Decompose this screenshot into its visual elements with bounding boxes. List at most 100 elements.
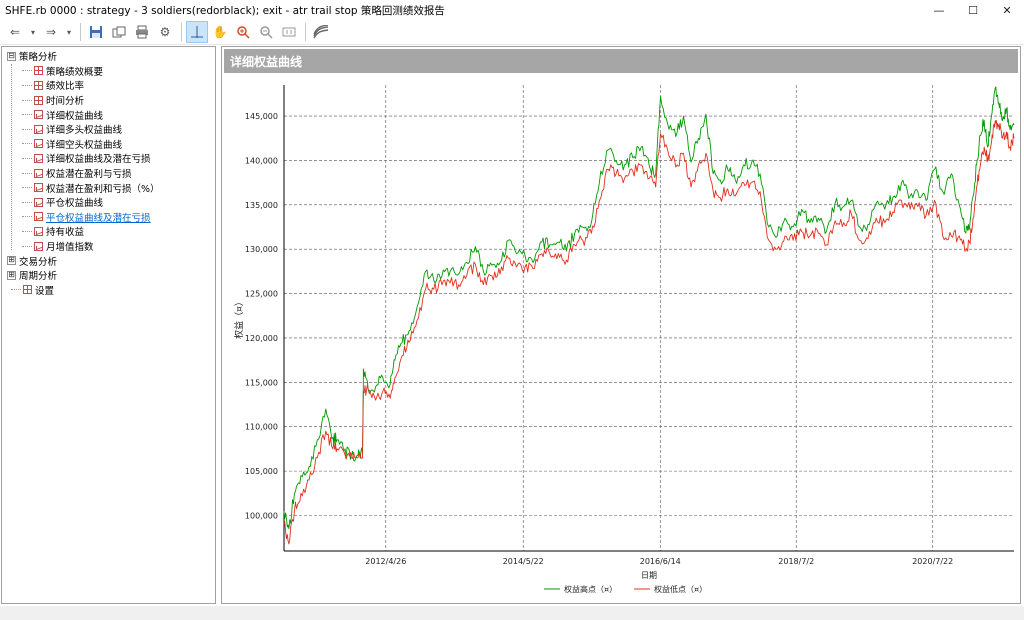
expand-icon[interactable]: ⊞ [7, 255, 16, 266]
tree-item-label: 详细权益曲线 [46, 110, 104, 122]
tree-connector [22, 84, 32, 86]
tree-connector [22, 157, 32, 159]
tree-node-period-analysis[interactable]: ⊞ 周期分析 [2, 268, 215, 283]
forward-arrow-icon[interactable]: ⇒ [45, 25, 57, 39]
print-icon[interactable] [131, 21, 153, 43]
chart-icon [34, 226, 43, 236]
back-arrow-icon[interactable]: ⇐ [9, 25, 21, 39]
tree-item[interactable]: 月增值指数 [2, 239, 215, 254]
series-line-equity-high [283, 86, 1015, 530]
equity-curve-chart[interactable]: 100,000 105,000 110,000 115,000 120,000 125,0… [222, 75, 1020, 605]
tree-item[interactable]: 权益潜在盈利与亏损 [2, 166, 215, 181]
tree-connector [22, 128, 32, 130]
zoom-out-icon[interactable] [255, 21, 277, 43]
tree-item[interactable]: 平仓权益曲线及潜在亏损 [2, 210, 215, 225]
save-icon[interactable] [85, 21, 107, 43]
chart-icon [34, 153, 43, 163]
tree-connector [22, 216, 32, 218]
y-tick-label: 110,000 [245, 423, 278, 432]
tree-item[interactable]: 绩效比率 [2, 78, 215, 93]
tree-connector [22, 201, 32, 203]
pan-hand-icon[interactable]: ✋ [212, 25, 228, 39]
tree-item-label: 时间分析 [46, 96, 85, 108]
tree-item[interactable]: 策略绩效概要 [2, 64, 215, 79]
chart-icon [34, 212, 43, 222]
chart-icon [34, 168, 43, 178]
forward-dropdown-icon[interactable]: ▾ [66, 27, 71, 37]
navigation-panel: ⊟ 策略分析 策略绩效概要绩效比率时间分析详细权益曲线 详细多头权益曲线详细空头权… [1, 46, 216, 604]
table-icon [34, 80, 43, 90]
tree-node-label: 设置 [35, 285, 55, 297]
zoom-in-icon[interactable] [232, 21, 254, 43]
crosshair-icon[interactable] [186, 21, 208, 43]
tree-connector [22, 187, 32, 189]
toolbar-separator [305, 23, 306, 41]
tree-item-label: 权益潜在盈利与亏损 [46, 169, 132, 181]
tree-item-label: 详细权益曲线及潜在亏损 [46, 154, 151, 166]
tree-node-label: 周期分析 [19, 271, 58, 283]
tree-item[interactable]: 时间分析 [2, 93, 215, 108]
panel-title: 详细权益曲线 [230, 54, 303, 69]
collapse-icon[interactable]: ⊟ [7, 50, 16, 61]
tree-item-label: 绩效比率 [46, 81, 85, 93]
tree-connector [11, 289, 21, 291]
y-tick-label: 145,000 [245, 112, 278, 121]
window-controls: — ☐ ✕ [922, 0, 1024, 20]
tree-connector [22, 172, 32, 174]
chart-icon [34, 197, 43, 207]
tree-item[interactable]: 详细权益曲线及潜在亏损 [2, 151, 215, 166]
status-bar [0, 606, 1024, 620]
tree-item-label: 平仓权益曲线及潜在亏损 [46, 212, 151, 224]
y-tick-label: 105,000 [245, 467, 278, 476]
legend-label: 权益低点（¤） [654, 584, 707, 594]
chart-icon [34, 183, 43, 193]
tree-item-label: 权益潜在盈利和亏损（%） [46, 183, 160, 195]
tree-item[interactable]: 权益潜在盈利和亏损（%） [2, 180, 215, 195]
tree-connector [22, 114, 32, 116]
tree-item[interactable]: 详细空头权益曲线 [2, 137, 215, 152]
toolbar-separator [181, 23, 182, 41]
tree-node-label: 策略分析 [19, 52, 58, 64]
tree-node-trade-analysis[interactable]: ⊞ 交易分析 [2, 253, 215, 268]
expand-icon[interactable]: ⊞ [7, 269, 16, 280]
back-dropdown-icon[interactable]: ▾ [30, 27, 35, 37]
y-tick-label: 115,000 [245, 378, 278, 387]
chart-icon [34, 139, 43, 149]
y-tick-label: 130,000 [245, 245, 278, 254]
title-bar: SHFE.rb 0000 : strategy - 3 soldiers(red… [0, 0, 1024, 20]
x-axis-label: 日期 [641, 571, 657, 580]
toolbar: ⇐ ▾ ⇒ ▾ ⚙ ✋ [0, 20, 1024, 45]
chart-icon [34, 241, 43, 251]
tree-item[interactable]: 持有收益 [2, 224, 215, 239]
fit-view-icon[interactable] [278, 21, 300, 43]
tree-item[interactable]: 平仓权益曲线 [2, 195, 215, 210]
tree-node-strategy-analysis[interactable]: ⊟ 策略分析 [2, 49, 215, 64]
tree-item[interactable]: 详细权益曲线 [2, 107, 215, 122]
y-axis-label: 权益（¤） [233, 297, 245, 339]
table-icon [34, 95, 43, 105]
copy-icon[interactable] [108, 21, 130, 43]
close-button[interactable]: ✕ [1002, 3, 1012, 17]
tree-item-label: 月增值指数 [46, 242, 94, 254]
toolbar-separator [80, 23, 81, 41]
x-tick-label: 2012/4/26 [365, 557, 406, 566]
chart-icon [34, 110, 43, 120]
tree-node-label: 交易分析 [19, 256, 58, 268]
tree-connector [22, 245, 32, 247]
y-tick-label: 120,000 [245, 334, 278, 343]
tree-guide-line [11, 64, 12, 250]
table-icon [34, 66, 43, 76]
settings-gear-icon[interactable]: ⚙ [159, 25, 171, 39]
tree-item-label: 详细空头权益曲线 [46, 139, 123, 151]
export-chart-icon[interactable] [310, 21, 332, 43]
y-tick-label: 140,000 [245, 156, 278, 165]
tree-connector [22, 143, 32, 145]
maximize-button[interactable]: ☐ [968, 3, 978, 17]
report-tree: ⊟ 策略分析 策略绩效概要绩效比率时间分析详细权益曲线 详细多头权益曲线详细空头权… [2, 47, 215, 297]
table-icon [23, 285, 32, 295]
tree-item[interactable]: 详细多头权益曲线 [2, 122, 215, 137]
minimize-button[interactable]: — [933, 3, 945, 17]
tree-node-settings[interactable]: 设置 [2, 283, 215, 298]
tree-items: 策略绩效概要绩效比率时间分析详细权益曲线 详细多头权益曲线详细空头权益曲线详细权益… [2, 64, 215, 254]
window-title: SHFE.rb 0000 : strategy - 3 soldiers(red… [5, 4, 445, 17]
